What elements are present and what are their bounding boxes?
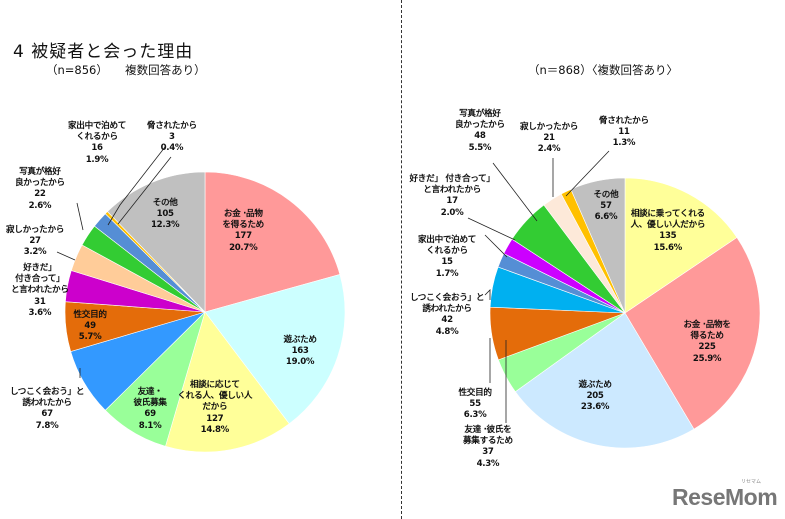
logo-furigana: リセマム <box>741 479 762 485</box>
right-slice-label: 脅されたから 11 1.3% <box>599 116 649 149</box>
right-slice-label: 遊ぶため 205 23.6% <box>578 380 612 413</box>
page-title: 4 被疑者と会った理由 <box>13 42 194 62</box>
right-slice-label: 性交目的 55 6.3% <box>458 388 492 421</box>
left-slice-label: 友達・ 彼氏募集 69 8.1% <box>133 387 167 431</box>
left-slice-label: 好きだ」 付き合って」 と言われたから 31 3.6% <box>11 263 69 318</box>
right-slice-label: 相談に乗ってくれる 人、優しい人だから 135 15.6% <box>630 209 706 253</box>
dashed-divider <box>401 0 402 519</box>
left-leader-line <box>107 146 166 226</box>
right-slice-label: 写真が格好 良かったから 48 5.5% <box>455 109 505 153</box>
left-leader-line <box>76 202 84 231</box>
left-slice-label: 家出中で泊めて くれるから 16 1.9% <box>68 121 127 165</box>
left-chart-subtitle: （n=856） 複数回答あり） <box>46 63 206 77</box>
left-leader-line <box>56 251 76 261</box>
left-slice-label: その他 105 12.3% <box>151 198 180 231</box>
left-pie-slice-0 <box>204 171 341 313</box>
right-pie-slice-0 <box>624 177 738 314</box>
right-slice-label: 好きだ」 付き合って」 と言われたから 17 2.0% <box>409 174 496 218</box>
left-slice-label: 相談に応じて くれる人、優しい人 だから 127 14.8% <box>177 380 253 435</box>
right-slice-label: その他 57 6.6% <box>593 190 619 223</box>
left-slice-label: お金 ·品物 を得るため 177 20.7% <box>222 209 265 253</box>
left-slice-label: 遊ぶため 163 19.0% <box>283 335 317 368</box>
left-slice-label: 写真が格好 良かったから 22 2.6% <box>15 167 65 211</box>
right-slice-label: 友達 ·彼氏を 募集するため 37 4.3% <box>463 425 513 469</box>
right-leader-line <box>492 162 538 222</box>
left-pie-slice-2 <box>165 311 290 453</box>
right-slice-label: 家出中で泊めて くれるから 15 1.7% <box>418 235 477 279</box>
right-leader-line <box>565 150 610 197</box>
left-pie-slice-1 <box>204 274 346 425</box>
right-chart-subtitle: （n＝868）〈複数回答あり〉 <box>528 63 678 77</box>
right-leader-line <box>467 217 516 241</box>
left-leader-line <box>117 156 172 225</box>
right-slice-label: しつこく会おう」と 誘われたから 42 4.8% <box>410 293 485 337</box>
right-leader-line <box>484 289 491 300</box>
left-slice-label: 脅されたから 3 0.4% <box>147 121 197 154</box>
resemom-logo: ReseMom <box>672 484 778 510</box>
right-pie-slice-1 <box>624 237 761 430</box>
right-leader-line <box>484 234 508 258</box>
left-slice-label: 寂しかったから 27 3.2% <box>6 225 65 258</box>
left-slice-label: しつこく会おう」と 誘われたから 67 7.8% <box>10 387 85 431</box>
right-slice-label: 寂しかったから 21 2.4% <box>520 122 579 155</box>
right-pie-slice-2 <box>514 312 695 449</box>
right-slice-label: お金 ·品物を 得るため 225 25.9% <box>683 320 731 364</box>
left-slice-label: 性交目的 49 5.7% <box>73 310 107 343</box>
left-pie-chart <box>56 146 346 453</box>
right-pie-chart <box>467 150 761 449</box>
right-pie-slice-11 <box>570 177 626 314</box>
